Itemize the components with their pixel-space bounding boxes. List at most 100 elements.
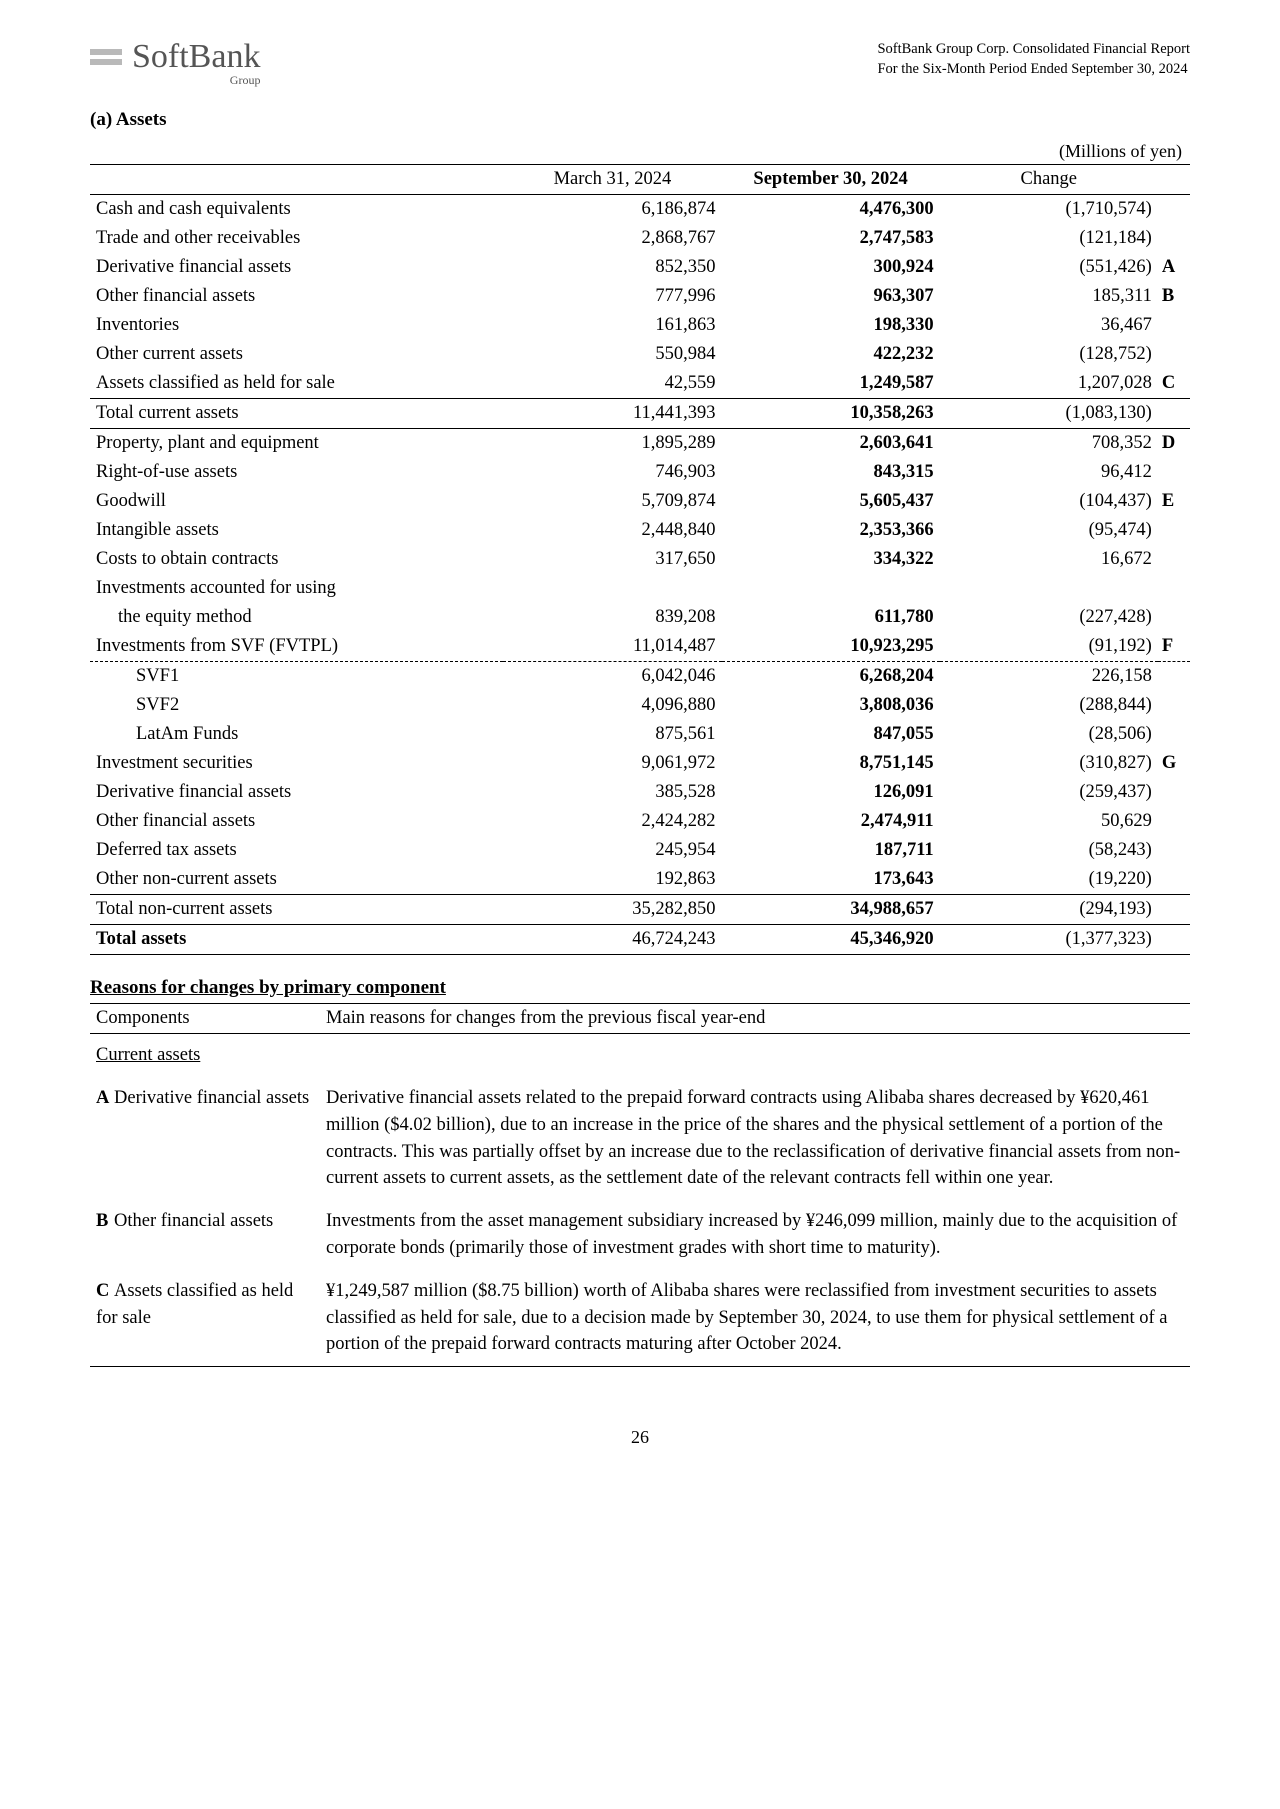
row-label: Total assets — [90, 925, 503, 955]
table-row: Total non-current assets35,282,85034,988… — [90, 895, 1190, 925]
row-label: Right-of-use assets — [90, 458, 503, 487]
row-label: Property, plant and equipment — [90, 429, 503, 459]
reasons-row: BOther financial assetsInvestments from … — [90, 1200, 1190, 1270]
row-note: B — [1158, 282, 1190, 311]
row-v1: 317,650 — [503, 545, 721, 574]
header-right-line1: SoftBank Group Corp. Consolidated Financ… — [877, 40, 1190, 60]
row-change: (95,474) — [940, 516, 1158, 545]
reasons-subhead: Current assets — [90, 1034, 1190, 1077]
row-label: Investments accounted for using — [90, 574, 503, 603]
reasons-text: Derivative financial assets related to t… — [320, 1077, 1190, 1200]
row-note: D — [1158, 429, 1190, 459]
row-v1: 1,895,289 — [503, 429, 721, 459]
table-row: the equity method839,208611,780(227,428) — [90, 603, 1190, 632]
row-v2: 10,358,263 — [722, 399, 940, 429]
row-note — [1158, 516, 1190, 545]
row-v2: 8,751,145 — [722, 749, 940, 778]
row-v2: 6,268,204 — [722, 662, 940, 692]
row-note — [1158, 224, 1190, 253]
table-row: Assets classified as held for sale42,559… — [90, 369, 1190, 399]
row-v1 — [503, 574, 721, 603]
row-v1: 42,559 — [503, 369, 721, 399]
row-label: Other financial assets — [90, 282, 503, 311]
row-label: Goodwill — [90, 487, 503, 516]
row-v1: 550,984 — [503, 340, 721, 369]
row-v1: 35,282,850 — [503, 895, 721, 925]
row-note — [1158, 545, 1190, 574]
row-v1: 5,709,874 — [503, 487, 721, 516]
row-label: LatAm Funds — [90, 720, 503, 749]
row-change: 185,311 — [940, 282, 1158, 311]
table-row: Derivative financial assets852,350300,92… — [90, 253, 1190, 282]
row-v2: 5,605,437 — [722, 487, 940, 516]
table-header-row: March 31, 2024 September 30, 2024 Change — [90, 165, 1190, 195]
row-v1: 852,350 — [503, 253, 721, 282]
table-row: Intangible assets2,448,8402,353,366(95,4… — [90, 516, 1190, 545]
table-row: Property, plant and equipment1,895,2892,… — [90, 429, 1190, 459]
row-v2: 847,055 — [722, 720, 940, 749]
row-label: Investment securities — [90, 749, 503, 778]
row-note — [1158, 895, 1190, 925]
row-note: C — [1158, 369, 1190, 399]
row-note — [1158, 807, 1190, 836]
logo-main: SoftBank — [132, 38, 260, 75]
row-v2: 2,747,583 — [722, 224, 940, 253]
row-v2: 173,643 — [722, 865, 940, 895]
table-row: Cash and cash equivalents6,186,8744,476,… — [90, 195, 1190, 225]
row-note — [1158, 311, 1190, 340]
table-row: LatAm Funds875,561847,055(28,506) — [90, 720, 1190, 749]
table-row: Other financial assets2,424,2822,474,911… — [90, 807, 1190, 836]
table-row: Investment securities9,061,9728,751,145(… — [90, 749, 1190, 778]
row-change: (104,437) — [940, 487, 1158, 516]
row-label: Investments from SVF (FVTPL) — [90, 632, 503, 662]
row-v1: 245,954 — [503, 836, 721, 865]
table-row: Trade and other receivables2,868,7672,74… — [90, 224, 1190, 253]
reasons-component: CAssets classified as held for sale — [90, 1270, 320, 1367]
row-v2: 2,474,911 — [722, 807, 940, 836]
row-label: Costs to obtain contracts — [90, 545, 503, 574]
table-row: Other non-current assets192,863173,643(1… — [90, 865, 1190, 895]
reasons-col-components: Components — [90, 1004, 320, 1034]
reasons-letter: C — [96, 1278, 114, 1305]
row-change: (288,844) — [940, 691, 1158, 720]
row-note — [1158, 340, 1190, 369]
reasons-header-row: Components Main reasons for changes from… — [90, 1004, 1190, 1034]
table-row: SVF24,096,8803,808,036(288,844) — [90, 691, 1190, 720]
row-v1: 6,042,046 — [503, 662, 721, 692]
row-v2: 300,924 — [722, 253, 940, 282]
row-note — [1158, 778, 1190, 807]
unit-label: (Millions of yen) — [90, 141, 1190, 162]
reasons-component: BOther financial assets — [90, 1200, 320, 1270]
row-change: (551,426) — [940, 253, 1158, 282]
row-note — [1158, 399, 1190, 429]
table-row: Investments accounted for using — [90, 574, 1190, 603]
reasons-text: ¥1,249,587 million ($8.75 billion) worth… — [320, 1270, 1190, 1367]
row-v1: 839,208 — [503, 603, 721, 632]
row-label: the equity method — [90, 603, 503, 632]
row-change: (28,506) — [940, 720, 1158, 749]
row-v2: 45,346,920 — [722, 925, 940, 955]
row-change: (121,184) — [940, 224, 1158, 253]
row-label: Other non-current assets — [90, 865, 503, 895]
row-note: G — [1158, 749, 1190, 778]
row-v1: 9,061,972 — [503, 749, 721, 778]
row-v2: 3,808,036 — [722, 691, 940, 720]
row-v2: 843,315 — [722, 458, 940, 487]
row-v2: 611,780 — [722, 603, 940, 632]
col-change: Change — [940, 165, 1158, 195]
row-v2: 198,330 — [722, 311, 940, 340]
row-label: Total non-current assets — [90, 895, 503, 925]
reasons-comp-name: Assets classified as held for sale — [96, 1281, 293, 1328]
col-march: March 31, 2024 — [503, 165, 721, 195]
row-label: SVF2 — [90, 691, 503, 720]
page-number: 26 — [90, 1427, 1190, 1448]
row-change: 226,158 — [940, 662, 1158, 692]
row-note — [1158, 458, 1190, 487]
row-v1: 385,528 — [503, 778, 721, 807]
row-note — [1158, 925, 1190, 955]
row-v2: 187,711 — [722, 836, 940, 865]
reasons-row: CAssets classified as held for sale¥1,24… — [90, 1270, 1190, 1367]
row-v1: 46,724,243 — [503, 925, 721, 955]
row-label: Cash and cash equivalents — [90, 195, 503, 225]
row-label: Other financial assets — [90, 807, 503, 836]
